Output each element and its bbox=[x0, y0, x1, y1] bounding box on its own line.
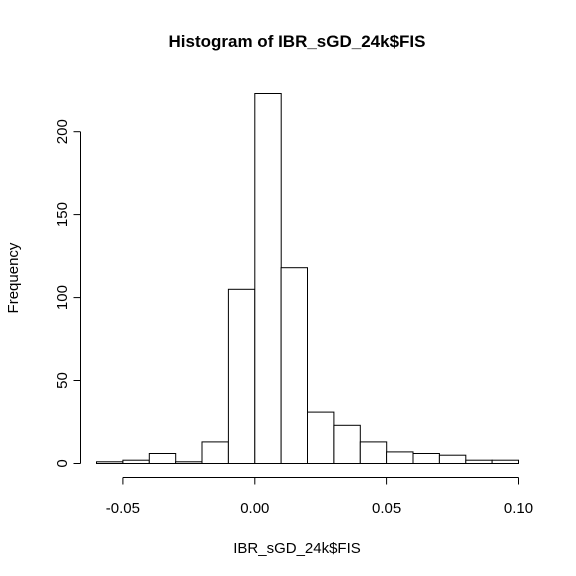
y-axis: 0 50 100 150 200 bbox=[54, 119, 81, 468]
y-tick-label: 50 bbox=[54, 372, 71, 389]
y-tick-label: 100 bbox=[54, 285, 71, 310]
x-axis: -0.05 0.00 0.05 0.10 bbox=[106, 477, 533, 517]
y-axis-label: Frequency bbox=[5, 242, 22, 313]
histogram-bar bbox=[96, 461, 124, 464]
histogram-bar bbox=[491, 459, 520, 465]
histogram-bar bbox=[227, 288, 256, 464]
histogram-bar bbox=[280, 267, 309, 465]
histogram-bar bbox=[175, 461, 203, 464]
chart-title: Histogram of IBR_sGD_24k$FIS bbox=[169, 32, 426, 51]
histogram-bar bbox=[201, 441, 229, 464]
y-tick-label: 200 bbox=[54, 119, 71, 144]
histogram-bar bbox=[307, 411, 335, 465]
histogram-bar bbox=[438, 454, 467, 465]
histogram-bar bbox=[148, 453, 177, 464]
x-axis-label: IBR_sGD_24k$FIS bbox=[233, 540, 361, 557]
histogram-bars bbox=[96, 93, 520, 465]
x-tick-label: 0.10 bbox=[504, 500, 533, 517]
x-tick-label: 0.05 bbox=[372, 500, 401, 517]
x-tick-label: -0.05 bbox=[106, 500, 140, 517]
histogram-bar bbox=[465, 459, 493, 465]
y-tick-label: 150 bbox=[54, 202, 71, 227]
histogram-bar bbox=[359, 441, 388, 464]
histogram-bar bbox=[412, 453, 440, 464]
histogram-bar bbox=[122, 459, 150, 465]
histogram-bar bbox=[386, 451, 414, 464]
y-tick-label: 0 bbox=[54, 459, 71, 467]
histogram-bar bbox=[254, 93, 282, 464]
histogram-bar bbox=[333, 424, 361, 464]
x-tick-label: 0.00 bbox=[240, 500, 269, 517]
